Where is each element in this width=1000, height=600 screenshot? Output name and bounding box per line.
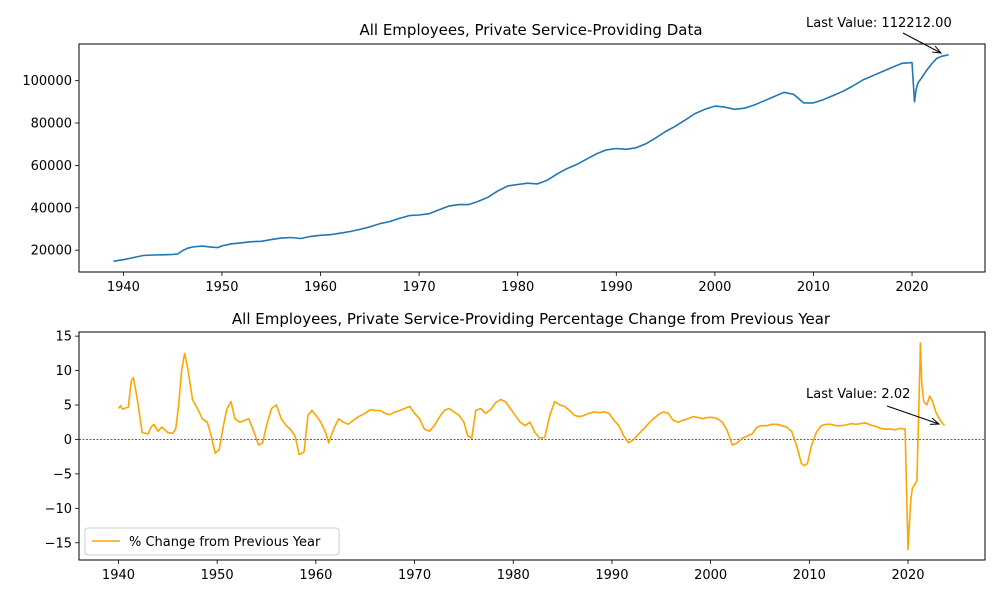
- annotation-arrow-line: [886, 405, 940, 425]
- x-tick-label: 1970: [398, 568, 431, 583]
- top-series-line: [113, 54, 949, 262]
- x-tick-label: 1960: [299, 568, 332, 583]
- y-tick-label: 100000: [22, 74, 72, 89]
- x-tick-label: 2010: [797, 280, 830, 295]
- x-tick-label: 2020: [891, 568, 924, 583]
- y-tick-label: 5: [64, 399, 72, 414]
- y-tick-label: 10: [55, 364, 72, 379]
- bottom-chart-panel: All Employees, Private Service-Providing…: [45, 310, 986, 583]
- y-tick-label: 60000: [31, 159, 72, 174]
- top-chart-title: All Employees, Private Service-Providing…: [359, 21, 702, 39]
- x-tick-label: 2020: [895, 280, 928, 295]
- x-tick-label: 1970: [403, 280, 436, 295]
- y-tick-label: 80000: [31, 117, 72, 132]
- y-tick-label: 0: [64, 433, 72, 448]
- x-tick-label: 2010: [793, 568, 826, 583]
- x-tick-label: 1990: [600, 280, 633, 295]
- annotation-arrow-head: [929, 417, 941, 425]
- x-tick-label: 1990: [595, 568, 628, 583]
- legend-label: % Change from Previous Year: [129, 535, 321, 550]
- bottom-y-axis: −15 −10 −5 0 5 10 15: [45, 330, 79, 551]
- bottom-axes-frame: [78, 331, 986, 561]
- bottom-x-axis: 1940 1950 1960 1970 1980 1990 2000 2010 2020: [102, 560, 925, 583]
- top-axes-frame: [78, 43, 986, 273]
- x-tick-label: 1980: [497, 568, 530, 583]
- bottom-series-line: [117, 342, 946, 551]
- y-tick-label: 15: [55, 330, 72, 345]
- y-tick-label: −10: [45, 502, 72, 517]
- bottom-annotation-arrow: [886, 405, 941, 425]
- x-tick-label: 2000: [698, 280, 731, 295]
- top-x-axis: 1940 1950 1960 1970 1980 1990 2000 2010 2020: [107, 272, 929, 295]
- top-chart-panel: All Employees, Private Service-Providing…: [22, 16, 986, 295]
- x-tick-label: 1940: [107, 280, 140, 295]
- legend-box: [84, 527, 340, 556]
- bottom-chart-title: All Employees, Private Service-Providing…: [232, 310, 831, 328]
- legend: % Change from Previous Year: [84, 527, 340, 556]
- x-tick-label: 2000: [694, 568, 727, 583]
- y-tick-label: −5: [53, 467, 72, 482]
- top-annotation-arrow: [902, 32, 943, 54]
- annotation-arrow-line: [902, 32, 942, 54]
- y-tick-label: 20000: [31, 244, 72, 259]
- y-tick-label: 40000: [31, 201, 72, 216]
- top-y-axis: 20000 40000 60000 80000 100000: [22, 74, 79, 259]
- x-tick-label: 1950: [201, 568, 234, 583]
- y-tick-label: −15: [45, 536, 72, 551]
- x-tick-label: 1950: [205, 280, 238, 295]
- top-last-value-annotation: Last Value: 112212.00: [806, 16, 952, 31]
- x-tick-label: 1940: [102, 568, 135, 583]
- x-tick-label: 1980: [501, 280, 534, 295]
- annotation-arrow-head: [931, 45, 943, 54]
- bottom-last-value-annotation: Last Value: 2.02: [806, 387, 910, 402]
- x-tick-label: 1960: [304, 280, 337, 295]
